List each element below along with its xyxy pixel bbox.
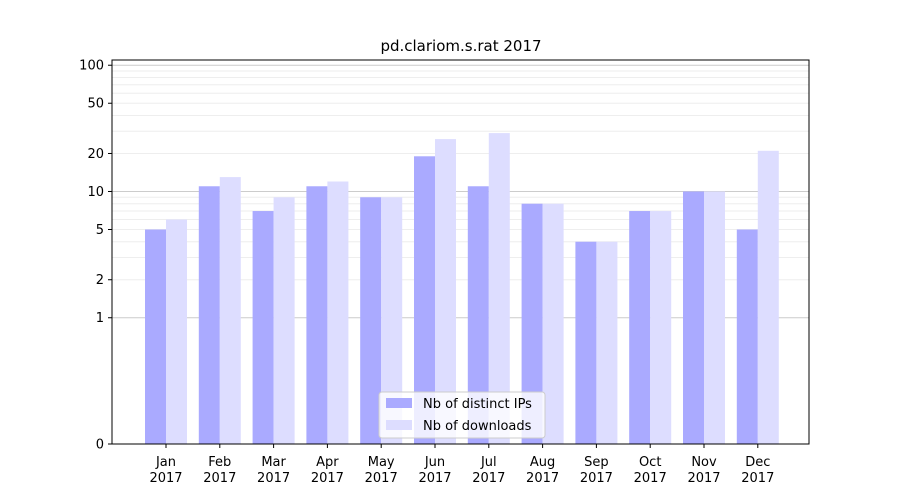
bar-distinct-ips-dec <box>736 229 758 444</box>
x-tick-label-month: Dec <box>745 455 770 470</box>
x-tick-label-month: Jul <box>480 455 497 470</box>
bar-downloads-may <box>381 197 403 444</box>
bar-distinct-ips-may <box>360 197 382 444</box>
legend-box <box>378 391 546 439</box>
x-tick-label-year: 2017 <box>580 471 613 486</box>
y-tick-label: 100 <box>79 59 104 74</box>
legend-label-downloads: Nb of downloads <box>423 419 532 434</box>
bar-distinct-ips-sep <box>575 241 597 444</box>
bar-distinct-ips-aug <box>521 203 543 444</box>
x-tick-label-year: 2017 <box>687 471 720 486</box>
bar-downloads-nov <box>704 191 725 444</box>
x-tick-label-year: 2017 <box>311 471 344 486</box>
x-tick-label-year: 2017 <box>634 471 667 486</box>
bar-downloads-jun <box>435 139 456 444</box>
x-tick-label-month: Feb <box>208 455 231 470</box>
chart-title: pd.clariom.s.rat 2017 <box>380 37 541 55</box>
bar-downloads-mar <box>273 197 295 444</box>
plot-frame <box>111 59 810 445</box>
x-tick-label-year: 2017 <box>257 471 290 486</box>
x-tick-label-month: Nov <box>691 455 717 470</box>
x-tick-label-year: 2017 <box>526 471 559 486</box>
y-tick-label: 2 <box>96 273 104 288</box>
x-tick-label-year: 2017 <box>418 471 451 486</box>
bar-distinct-ips-nov <box>683 191 704 444</box>
x-tick-label-month: Jun <box>424 455 445 470</box>
legend: Nb of distinct IPs Nb of downloads <box>378 391 546 439</box>
bar-downloads-jul <box>488 133 510 445</box>
x-tick-label-month: Jan <box>155 455 176 470</box>
x-tick-label-year: 2017 <box>472 471 505 486</box>
x-tick-label-year: 2017 <box>203 471 236 486</box>
bar-downloads-dec <box>757 150 779 444</box>
x-tick-label-month: Sep <box>584 455 609 470</box>
y-tick-label: 20 <box>87 147 104 162</box>
legend-swatch-downloads <box>386 420 412 430</box>
bar-downloads-oct <box>650 211 672 444</box>
x-tick-label-year: 2017 <box>741 471 774 486</box>
bar-downloads-sep <box>596 241 618 444</box>
x-tick-label-month: May <box>368 455 395 470</box>
y-tick-label: 1 <box>96 311 104 326</box>
y-tick-label: 0 <box>96 438 104 453</box>
x-tick-label-year: 2017 <box>149 471 182 486</box>
y-tick-label: 50 <box>87 97 104 112</box>
bar-distinct-ips-oct <box>629 211 651 444</box>
bar-downloads-feb <box>219 177 241 445</box>
axes: 0125102050100Jan2017Feb2017Mar2017Apr201… <box>79 59 810 486</box>
bar-distinct-ips-jan <box>145 229 166 444</box>
legend-label-distinct-ips: Nb of distinct IPs <box>423 397 532 412</box>
bar-downloads-aug <box>542 203 564 444</box>
bar-distinct-ips-jun <box>414 156 435 444</box>
x-tick-label-month: Apr <box>316 455 339 470</box>
y-tick-label: 10 <box>87 185 104 200</box>
legend-swatch-distinct-ips <box>386 398 412 408</box>
bar-distinct-ips-apr <box>306 186 328 445</box>
bar-distinct-ips-mar <box>252 211 274 444</box>
bar-downloads-jan <box>166 219 187 444</box>
y-tick-label: 5 <box>96 223 104 238</box>
x-tick-label-month: Aug <box>530 455 555 470</box>
x-tick-label-month: Oct <box>639 455 661 470</box>
x-tick-label-year: 2017 <box>365 471 398 486</box>
bar-distinct-ips-jul <box>467 186 489 445</box>
bars <box>145 133 779 445</box>
bar-downloads-apr <box>327 181 349 444</box>
bar-distinct-ips-feb <box>198 186 220 445</box>
x-tick-label-month: Mar <box>261 455 286 470</box>
